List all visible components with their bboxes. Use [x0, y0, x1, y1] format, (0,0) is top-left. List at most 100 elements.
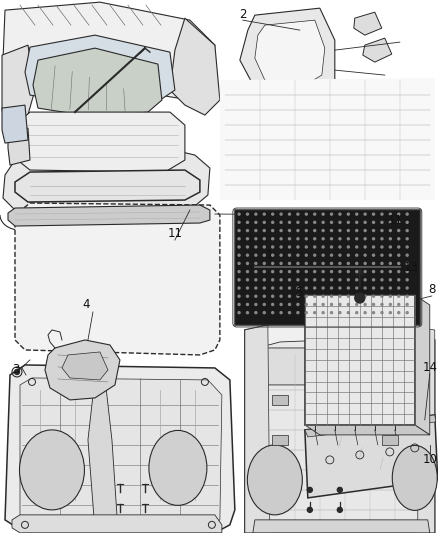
Circle shape [381, 295, 383, 297]
Circle shape [373, 238, 374, 240]
Polygon shape [253, 520, 430, 533]
Polygon shape [255, 20, 325, 85]
Circle shape [272, 262, 274, 264]
Polygon shape [245, 320, 435, 533]
Circle shape [356, 246, 358, 248]
Circle shape [263, 312, 265, 313]
Circle shape [297, 221, 299, 223]
Circle shape [297, 279, 299, 281]
Circle shape [331, 295, 332, 297]
Circle shape [238, 303, 240, 305]
Bar [305, 295, 415, 425]
Bar [272, 395, 288, 405]
Circle shape [247, 312, 248, 313]
Circle shape [238, 287, 240, 289]
Circle shape [289, 221, 290, 223]
Circle shape [347, 295, 350, 297]
Circle shape [247, 303, 248, 305]
Circle shape [356, 303, 358, 305]
Circle shape [280, 238, 282, 240]
Polygon shape [15, 203, 220, 355]
Circle shape [314, 312, 316, 313]
Circle shape [255, 312, 257, 313]
Circle shape [406, 279, 408, 281]
Circle shape [238, 246, 240, 248]
Circle shape [406, 303, 408, 305]
Circle shape [289, 303, 290, 305]
Circle shape [289, 279, 290, 281]
Circle shape [337, 507, 343, 512]
Circle shape [314, 279, 316, 281]
Circle shape [255, 262, 257, 264]
Circle shape [280, 221, 282, 223]
Circle shape [280, 295, 282, 297]
Circle shape [247, 262, 248, 264]
Circle shape [263, 230, 265, 231]
Circle shape [314, 271, 316, 272]
Text: 8: 8 [428, 284, 435, 296]
Circle shape [364, 271, 366, 272]
Circle shape [255, 303, 257, 305]
Circle shape [339, 246, 341, 248]
Circle shape [381, 303, 383, 305]
Circle shape [307, 507, 312, 512]
Circle shape [238, 312, 240, 313]
Circle shape [297, 238, 299, 240]
Circle shape [347, 246, 350, 248]
Bar [235, 210, 420, 325]
Circle shape [364, 246, 366, 248]
Circle shape [297, 213, 299, 215]
Circle shape [238, 262, 240, 264]
Circle shape [255, 279, 257, 281]
Polygon shape [255, 340, 428, 528]
Circle shape [364, 213, 366, 215]
Circle shape [263, 254, 265, 256]
Circle shape [398, 238, 400, 240]
Circle shape [398, 230, 400, 231]
Circle shape [297, 262, 299, 264]
Circle shape [389, 221, 391, 223]
Circle shape [247, 221, 248, 223]
Circle shape [381, 287, 383, 289]
Text: 2: 2 [239, 7, 247, 21]
Circle shape [297, 246, 299, 248]
Polygon shape [62, 352, 108, 380]
Circle shape [331, 221, 332, 223]
Ellipse shape [247, 445, 302, 515]
Circle shape [305, 303, 307, 305]
Circle shape [322, 271, 324, 272]
Polygon shape [15, 170, 200, 202]
Circle shape [289, 262, 290, 264]
Circle shape [347, 262, 350, 264]
Circle shape [347, 238, 350, 240]
Circle shape [263, 213, 265, 215]
Circle shape [337, 487, 343, 492]
Circle shape [322, 279, 324, 281]
Ellipse shape [19, 430, 85, 510]
Circle shape [339, 295, 341, 297]
Circle shape [297, 254, 299, 256]
Circle shape [406, 254, 408, 256]
Circle shape [305, 246, 307, 248]
Circle shape [314, 254, 316, 256]
Polygon shape [418, 328, 435, 533]
Circle shape [305, 230, 307, 231]
Circle shape [339, 262, 341, 264]
Circle shape [356, 230, 358, 231]
Circle shape [255, 213, 257, 215]
Circle shape [322, 295, 324, 297]
Circle shape [364, 287, 366, 289]
Circle shape [406, 262, 408, 264]
Circle shape [364, 303, 366, 305]
Circle shape [331, 262, 332, 264]
Circle shape [289, 312, 290, 313]
Text: 13: 13 [403, 262, 418, 274]
Circle shape [314, 213, 316, 215]
Circle shape [247, 279, 248, 281]
Circle shape [398, 262, 400, 264]
Bar [382, 435, 398, 445]
Circle shape [339, 221, 341, 223]
Circle shape [255, 254, 257, 256]
Circle shape [373, 213, 374, 215]
Circle shape [355, 293, 365, 303]
